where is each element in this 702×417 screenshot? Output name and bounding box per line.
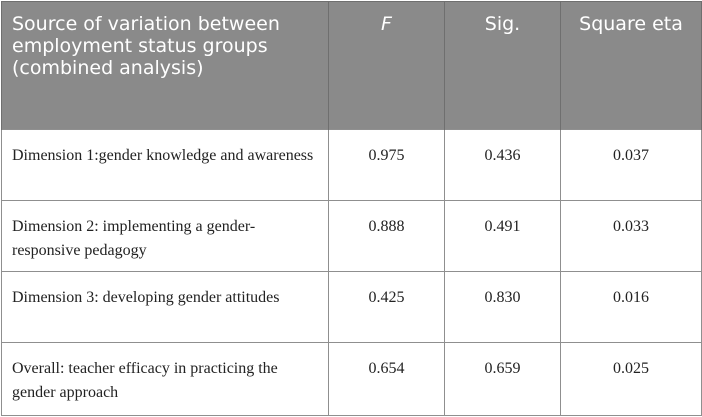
f-value: 0.888 xyxy=(328,200,445,272)
sig-value: 0.491 xyxy=(444,200,561,272)
sig-value: 0.659 xyxy=(444,342,561,416)
header-sig: Sig. xyxy=(444,1,561,130)
table-row: Dimension 2: implementing a gender-respo… xyxy=(1,200,702,272)
eta-value: 0.033 xyxy=(560,200,702,272)
f-value: 0.975 xyxy=(328,129,445,201)
row-label: Overall: teacher efficacy in practicing … xyxy=(1,342,329,416)
header-f: F xyxy=(328,1,445,130)
row-label: Dimension 2: implementing a gender-respo… xyxy=(1,200,329,272)
header-row: Source of variation between employment s… xyxy=(1,1,702,130)
f-value: 0.654 xyxy=(328,342,445,416)
header-square-eta: Square eta xyxy=(560,1,702,130)
f-value: 0.425 xyxy=(328,271,445,343)
eta-value: 0.037 xyxy=(560,129,702,201)
header-source: Source of variation between employment s… xyxy=(1,1,329,130)
row-label: Dimension 1:gender knowledge and awarene… xyxy=(1,129,329,201)
sig-value: 0.436 xyxy=(444,129,561,201)
row-label: Dimension 3: developing gender attitudes xyxy=(1,271,329,343)
table-row: Dimension 1:gender knowledge and awarene… xyxy=(1,129,702,201)
table-row: Dimension 3: developing gender attitudes… xyxy=(1,271,702,343)
eta-value: 0.025 xyxy=(560,342,702,416)
table-row: Overall: teacher efficacy in practicing … xyxy=(1,342,702,416)
sig-value: 0.830 xyxy=(444,271,561,343)
eta-value: 0.016 xyxy=(560,271,702,343)
